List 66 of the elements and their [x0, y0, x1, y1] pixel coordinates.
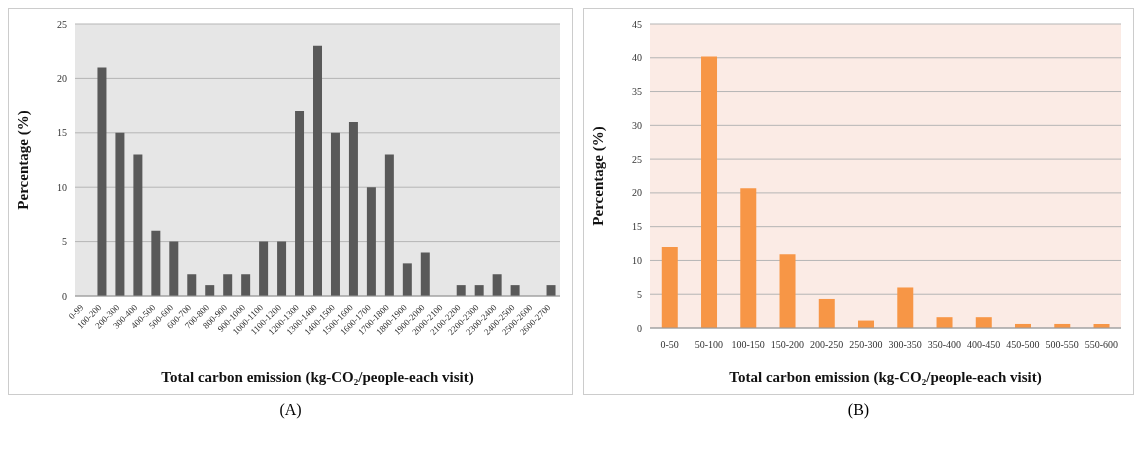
x-tick-label: 100-150: [731, 339, 765, 350]
x-tick-label: 300-350: [888, 339, 922, 350]
x-tick-label: 500-550: [1045, 339, 1079, 350]
y-tick-label: 10: [632, 254, 642, 266]
bar: [313, 45, 323, 296]
y-tick-label: 5: [62, 236, 67, 248]
y-tick-label: 0: [637, 322, 642, 334]
bar: [740, 188, 757, 328]
bar: [133, 154, 143, 296]
bar: [661, 246, 678, 328]
x-tick-label: 550-600: [1084, 339, 1119, 350]
bar: [975, 317, 992, 328]
bar: [223, 274, 233, 296]
bar: [420, 252, 430, 296]
y-axis-title: Percentage (%): [15, 110, 33, 210]
bar: [277, 241, 287, 296]
x-axis-title: Total carbon emission (kg-CO₂/people-each visit): [729, 369, 1042, 386]
bar: [474, 285, 484, 296]
bar: [97, 67, 107, 296]
y-tick-label: 20: [57, 72, 67, 84]
y-tick-label: 45: [632, 18, 642, 30]
bar: [187, 274, 197, 296]
bar: [402, 263, 412, 296]
bar: [295, 111, 305, 296]
bar: [205, 285, 215, 296]
x-tick-label: 400-450: [966, 339, 1001, 350]
bar: [241, 274, 251, 296]
y-tick-label: 25: [57, 18, 67, 30]
bar: [818, 298, 835, 328]
bar: [936, 317, 953, 328]
bar: [151, 230, 161, 296]
y-tick-label: 25: [632, 153, 642, 165]
y-tick-label: 40: [632, 52, 642, 64]
y-tick-label: 0: [62, 290, 67, 302]
bar: [366, 187, 376, 296]
bar: [169, 241, 179, 296]
x-tick-label: 150-200: [770, 339, 805, 350]
y-tick-label: 30: [632, 119, 642, 131]
y-tick-label: 5: [637, 288, 642, 300]
bar: [492, 274, 502, 296]
bar: [510, 285, 520, 296]
x-axis-title: Total carbon emission (kg-CO₂/people-each visit): [161, 369, 474, 386]
y-tick-label: 35: [632, 86, 642, 98]
bar: [330, 132, 340, 296]
x-tick-label: 0-50: [660, 339, 679, 350]
x-tick-label: 50-100: [694, 339, 724, 350]
bar: [456, 285, 466, 296]
x-tick-label: 200-250: [809, 339, 844, 350]
bar: [779, 254, 796, 328]
bar: [384, 154, 394, 296]
x-tick-label: 350-400: [927, 339, 962, 350]
y-tick-label: 15: [57, 127, 67, 139]
text: (A): [279, 401, 302, 419]
text: (B): [847, 401, 870, 419]
bar: [897, 287, 914, 328]
y-tick-label: 20: [632, 187, 642, 199]
x-tick-label: 250-300: [849, 339, 883, 350]
y-tick-label: 15: [632, 221, 642, 233]
x-tick-label: 450-500: [1006, 339, 1040, 350]
bar: [348, 121, 358, 296]
y-tick-label: 10: [57, 181, 67, 193]
bar: [701, 56, 718, 328]
bar: [546, 285, 556, 296]
bar: [259, 241, 269, 296]
bar: [115, 132, 125, 296]
y-axis-title: Percentage (%): [590, 126, 608, 226]
